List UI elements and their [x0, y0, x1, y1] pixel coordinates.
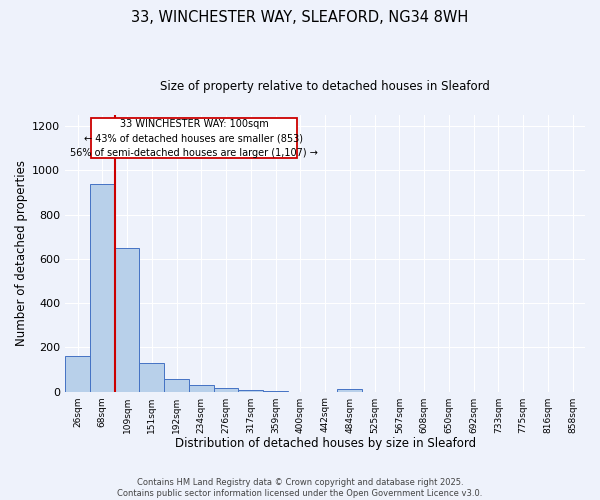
Bar [164, 379, 189, 392]
Bar [115, 248, 139, 392]
Bar [65, 356, 90, 392]
Bar [90, 184, 115, 392]
Bar [337, 390, 362, 392]
Bar [214, 388, 238, 392]
Text: Contains HM Land Registry data © Crown copyright and database right 2025.
Contai: Contains HM Land Registry data © Crown c… [118, 478, 482, 498]
Text: 33 WINCHESTER WAY: 100sqm
← 43% of detached houses are smaller (853)
56% of semi: 33 WINCHESTER WAY: 100sqm ← 43% of detac… [70, 119, 318, 158]
Bar [238, 390, 263, 392]
X-axis label: Distribution of detached houses by size in Sleaford: Distribution of detached houses by size … [175, 437, 476, 450]
Bar [189, 385, 214, 392]
Text: 33, WINCHESTER WAY, SLEAFORD, NG34 8WH: 33, WINCHESTER WAY, SLEAFORD, NG34 8WH [131, 10, 469, 25]
Y-axis label: Number of detached properties: Number of detached properties [15, 160, 28, 346]
FancyBboxPatch shape [91, 118, 296, 158]
Bar [139, 363, 164, 392]
Title: Size of property relative to detached houses in Sleaford: Size of property relative to detached ho… [160, 80, 490, 93]
